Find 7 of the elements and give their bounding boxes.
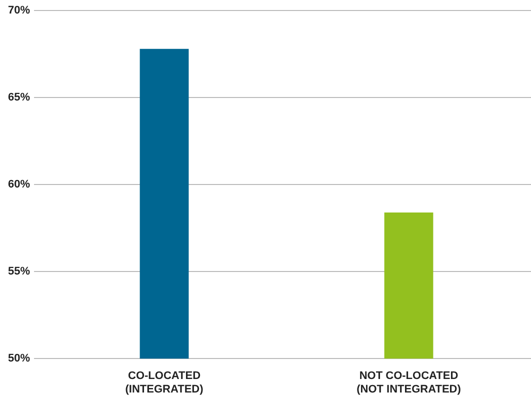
y-tick-label: 60%	[8, 178, 30, 191]
y-tick-label: 70%	[8, 4, 30, 17]
x-tick-label: NOT CO-LOCATED (NOT INTEGRATED)	[356, 370, 462, 396]
y-tick-label: 65%	[8, 92, 30, 104]
x-tick-label: CO-LOCATED (INTEGRATED)	[125, 370, 204, 396]
y-tick-label: 50%	[8, 352, 30, 365]
y-tick-label: 55%	[8, 266, 30, 278]
